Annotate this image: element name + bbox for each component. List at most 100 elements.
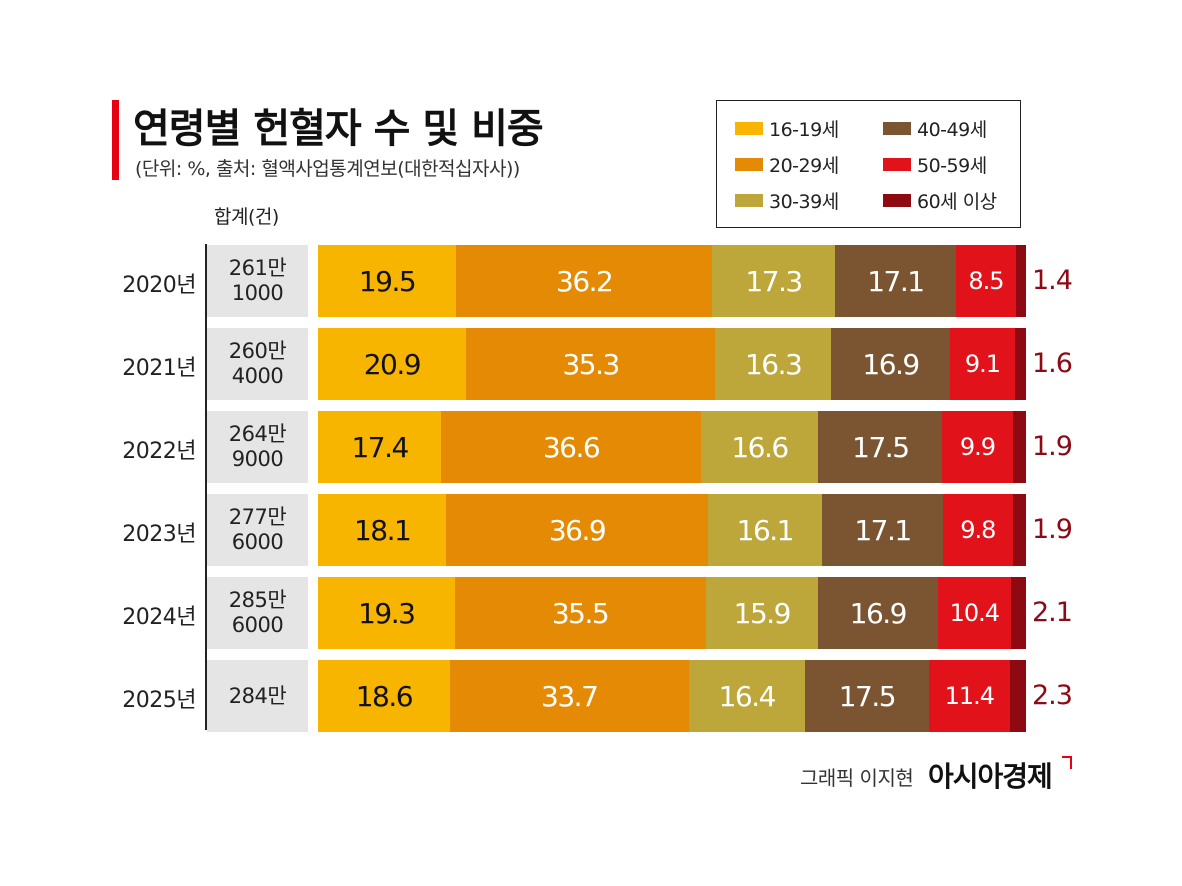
total-value: 285만 6000 xyxy=(207,577,308,649)
bar-segment: 19.3 xyxy=(318,577,455,649)
year-label: 2021년 xyxy=(122,356,196,381)
total-value: 277만 6000 xyxy=(207,494,308,566)
total-value-line: 284만 xyxy=(228,683,287,708)
total-value: 264만 9000 xyxy=(207,411,308,483)
bar-segment: 17.5 xyxy=(818,411,943,483)
legend-swatch xyxy=(883,194,911,207)
legend-label: 60세 이상 xyxy=(917,191,997,213)
total-value-line: 6000 xyxy=(231,613,284,637)
data-label: 1.9 xyxy=(1032,431,1073,462)
data-label: 2.3 xyxy=(1032,680,1073,711)
credit-text: 그래픽 이지현 xyxy=(800,766,914,790)
bar-segment: 8.5 xyxy=(955,245,1017,317)
data-label: 10.4 xyxy=(949,599,1000,627)
total-value: 284만 xyxy=(207,660,308,732)
bar-segment: 17.3 xyxy=(712,245,835,317)
data-label: 18.6 xyxy=(355,679,414,713)
data-label: 17.3 xyxy=(745,264,803,298)
stacked-bar: 17.4 36.6 16.6 17.5 9.9 xyxy=(318,411,1026,483)
bar-segment: 36.6 xyxy=(441,411,701,483)
bar-segment xyxy=(1012,411,1026,483)
bar-segment: 16.9 xyxy=(830,328,951,400)
bar-segment: 9.9 xyxy=(942,411,1013,483)
total-value-line: 260만 xyxy=(228,339,287,364)
total-value-line: 9000 xyxy=(231,447,284,471)
legend-item: 16-19세 xyxy=(735,115,839,142)
bar-segment: 36.2 xyxy=(456,245,713,317)
data-label: 17.5 xyxy=(838,679,897,713)
data-label: 9.8 xyxy=(960,516,996,544)
data-label: 11.4 xyxy=(944,682,995,710)
data-label: 9.1 xyxy=(964,350,1001,378)
data-label: 17.4 xyxy=(351,430,409,464)
stacked-bar: 18.1 36.9 16.1 17.1 9.8 xyxy=(318,494,1026,566)
bar-segment: 17.4 xyxy=(318,411,442,483)
brand-logo: 아시아경제 xyxy=(928,760,1053,793)
data-label: 17.1 xyxy=(854,513,912,547)
legend-label: 20-29세 xyxy=(769,155,839,177)
total-value-line: 277만 xyxy=(228,505,287,530)
bar-segment: 33.7 xyxy=(449,660,689,732)
legend-swatch xyxy=(735,194,763,207)
data-label: 1.6 xyxy=(1032,348,1073,379)
total-value-line: 285만 xyxy=(228,588,287,613)
year-label: 2022년 xyxy=(122,439,196,464)
data-label: 19.3 xyxy=(358,596,416,630)
legend-label: 16-19세 xyxy=(769,119,839,141)
data-label: 1.4 xyxy=(1032,265,1073,296)
legend-label: 50-59세 xyxy=(917,155,987,177)
data-label: 36.2 xyxy=(556,264,614,298)
total-value-line: 6000 xyxy=(231,530,284,554)
title-accent-bar xyxy=(112,100,119,180)
data-label: 16.3 xyxy=(744,347,803,381)
data-label: 36.6 xyxy=(542,430,601,464)
bar-segment: 16.6 xyxy=(700,411,819,483)
bar-segment xyxy=(1012,494,1026,566)
year-label: 2024년 xyxy=(122,605,196,630)
bar-segment: 9.8 xyxy=(943,494,1013,566)
bar-segment: 17.1 xyxy=(834,245,956,317)
bar-segment: 10.4 xyxy=(937,577,1012,649)
data-label: 16.4 xyxy=(718,679,777,713)
data-label: 16.9 xyxy=(849,596,908,630)
bar-segment xyxy=(1014,328,1026,400)
total-column-divider xyxy=(205,244,207,730)
data-label: 2.1 xyxy=(1032,597,1073,628)
legend-item: 30-39세 xyxy=(735,187,839,214)
brand-mark-icon xyxy=(1062,756,1072,769)
total-value-line: 4000 xyxy=(231,364,284,388)
total-column-header: 합계(건) xyxy=(214,206,279,228)
data-label: 36.9 xyxy=(548,513,607,547)
legend-swatch xyxy=(735,122,763,135)
bar-segment: 15.9 xyxy=(705,577,819,649)
bar-segment xyxy=(1009,660,1026,732)
bar-segment: 9.1 xyxy=(950,328,1015,400)
legend-item: 50-59세 xyxy=(883,151,987,178)
data-label: 16.1 xyxy=(736,513,795,547)
data-label: 17.5 xyxy=(852,430,910,464)
data-label: 35.5 xyxy=(551,596,610,630)
bar-segment: 19.5 xyxy=(318,245,457,317)
stacked-bar: 20.9 35.3 16.3 16.9 9.1 xyxy=(318,328,1026,400)
bar-segment xyxy=(1011,577,1026,649)
total-value-line: 1000 xyxy=(231,281,284,305)
total-value-line: 264만 xyxy=(228,422,287,447)
data-label: 33.7 xyxy=(541,679,599,713)
bar-segment: 20.9 xyxy=(318,328,466,400)
data-label: 16.9 xyxy=(862,347,920,381)
legend-swatch xyxy=(735,158,763,171)
bar-segment: 17.5 xyxy=(804,660,929,732)
stacked-bar: 18.6 33.7 16.4 17.5 11.4 xyxy=(318,660,1026,732)
total-value: 260만 4000 xyxy=(207,328,308,400)
total-value: 261만 1000 xyxy=(207,245,308,317)
bar-segment: 16.1 xyxy=(707,494,822,566)
chart-subtitle: (단위: %, 출처: 혈액사업통계연보(대한적십자사)) xyxy=(135,158,520,180)
bar-segment: 17.1 xyxy=(821,494,944,566)
bar-segment: 36.9 xyxy=(446,494,708,566)
legend-item: 40-49세 xyxy=(883,115,987,142)
year-label: 2023년 xyxy=(122,522,196,547)
chart-title: 연령별 헌혈자 수 및 비중 xyxy=(133,106,544,152)
data-label: 8.5 xyxy=(968,267,1004,295)
bar-segment: 16.9 xyxy=(818,577,938,649)
bar-segment: 18.6 xyxy=(318,660,450,732)
